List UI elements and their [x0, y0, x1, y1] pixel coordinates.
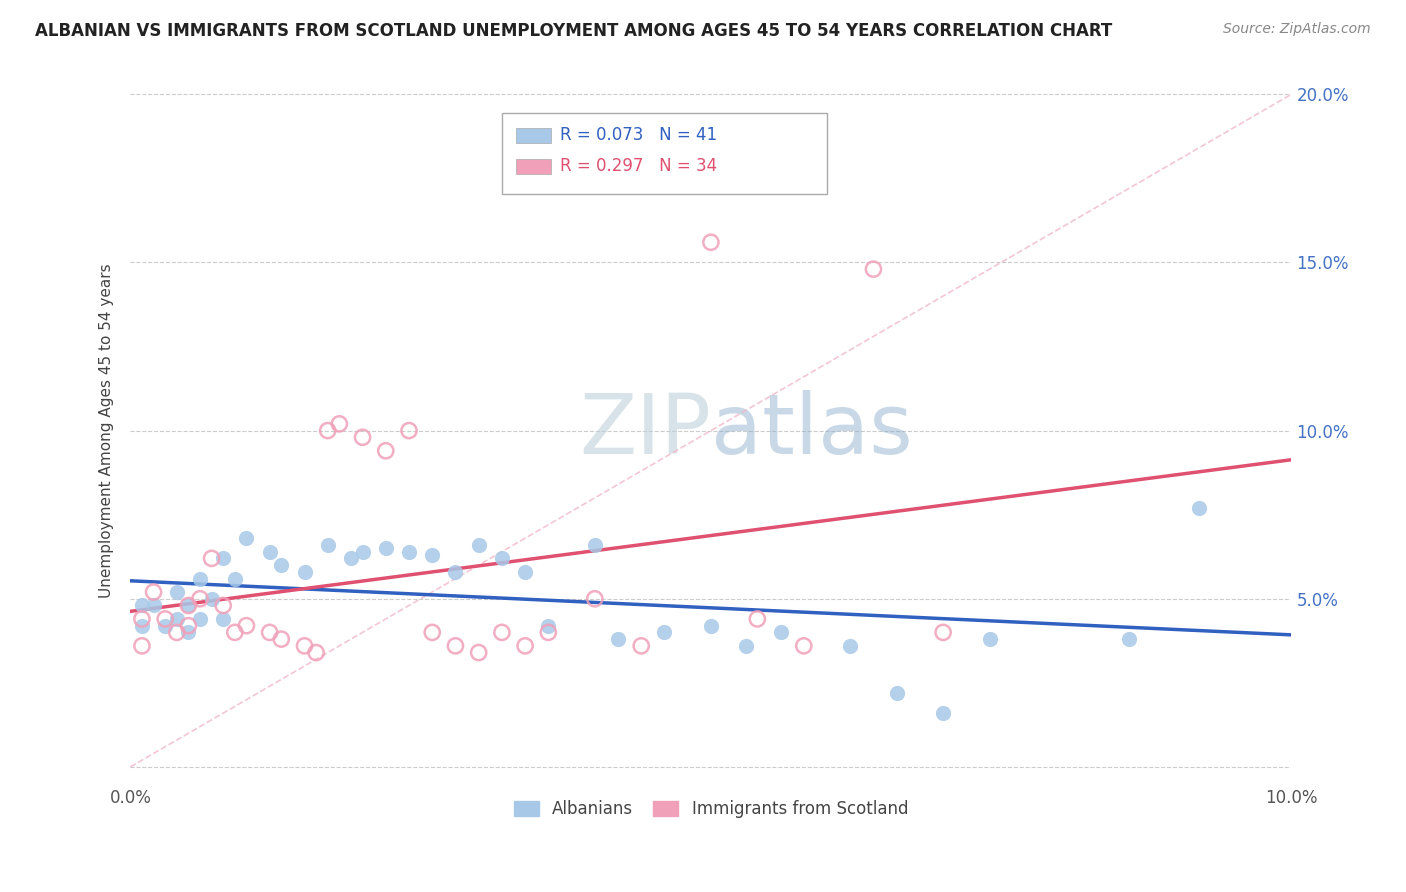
Point [188, 612, 211, 626]
Point [201, 551, 224, 566]
Point [654, 625, 676, 640]
Text: ZIP: ZIP [579, 390, 711, 471]
Point [491, 625, 513, 640]
Text: R = 0.073   N = 41: R = 0.073 N = 41 [560, 126, 717, 144]
Point [700, 618, 723, 632]
Point [734, 639, 756, 653]
Point [131, 639, 153, 653]
Point [142, 585, 165, 599]
Text: ALBANIAN VS IMMIGRANTS FROM SCOTLAND UNEMPLOYMENT AMONG AGES 45 TO 54 YEARS CORR: ALBANIAN VS IMMIGRANTS FROM SCOTLAND UNE… [35, 22, 1112, 40]
Point [316, 424, 339, 438]
Point [224, 572, 246, 586]
Point [131, 599, 153, 613]
Point [491, 551, 513, 566]
Point [444, 639, 467, 653]
Point [583, 591, 606, 606]
Point [398, 544, 420, 558]
Point [235, 618, 257, 632]
Point [444, 565, 467, 579]
Point [270, 632, 292, 646]
FancyBboxPatch shape [502, 112, 827, 194]
Point [177, 599, 200, 613]
Point [374, 541, 396, 556]
Point [305, 646, 328, 660]
Point [177, 599, 200, 613]
Point [1118, 632, 1140, 646]
Point [235, 531, 257, 545]
Point [212, 599, 235, 613]
Point [607, 632, 630, 646]
Point [153, 612, 176, 626]
Point [374, 443, 396, 458]
Point [932, 625, 955, 640]
Point [979, 632, 1001, 646]
Point [328, 417, 350, 431]
Point [747, 612, 769, 626]
Point [352, 430, 374, 444]
Point [294, 565, 316, 579]
Point [352, 544, 374, 558]
Point [166, 625, 188, 640]
FancyBboxPatch shape [516, 128, 551, 143]
Point [537, 625, 560, 640]
Point [886, 686, 908, 700]
Point [398, 424, 420, 438]
Point [420, 625, 443, 640]
Point [201, 591, 224, 606]
Point [259, 544, 281, 558]
Point [166, 612, 188, 626]
FancyBboxPatch shape [516, 159, 551, 174]
Point [583, 538, 606, 552]
Point [270, 558, 292, 573]
Point [131, 618, 153, 632]
Point [839, 639, 862, 653]
Point [420, 548, 443, 562]
Point [259, 625, 281, 640]
Point [537, 618, 560, 632]
Point [793, 639, 815, 653]
Point [212, 612, 235, 626]
Point [467, 646, 489, 660]
Point [340, 551, 363, 566]
Point [131, 612, 153, 626]
Point [513, 639, 536, 653]
Text: R = 0.297   N = 34: R = 0.297 N = 34 [560, 157, 717, 175]
Point [467, 538, 489, 552]
Text: atlas: atlas [711, 390, 912, 471]
Point [188, 572, 211, 586]
Point [700, 235, 723, 250]
Text: Source: ZipAtlas.com: Source: ZipAtlas.com [1223, 22, 1371, 37]
Legend: Albanians, Immigrants from Scotland: Albanians, Immigrants from Scotland [508, 794, 915, 825]
Point [153, 618, 176, 632]
Point [177, 625, 200, 640]
Point [212, 551, 235, 566]
Point [316, 538, 339, 552]
Point [294, 639, 316, 653]
Point [1187, 500, 1209, 515]
Point [188, 591, 211, 606]
Y-axis label: Unemployment Among Ages 45 to 54 years: Unemployment Among Ages 45 to 54 years [100, 263, 114, 598]
Point [166, 585, 188, 599]
Point [513, 565, 536, 579]
Point [862, 262, 884, 277]
Point [142, 599, 165, 613]
Point [630, 639, 652, 653]
Point [932, 706, 955, 720]
Point [769, 625, 792, 640]
Point [177, 618, 200, 632]
Point [224, 625, 246, 640]
